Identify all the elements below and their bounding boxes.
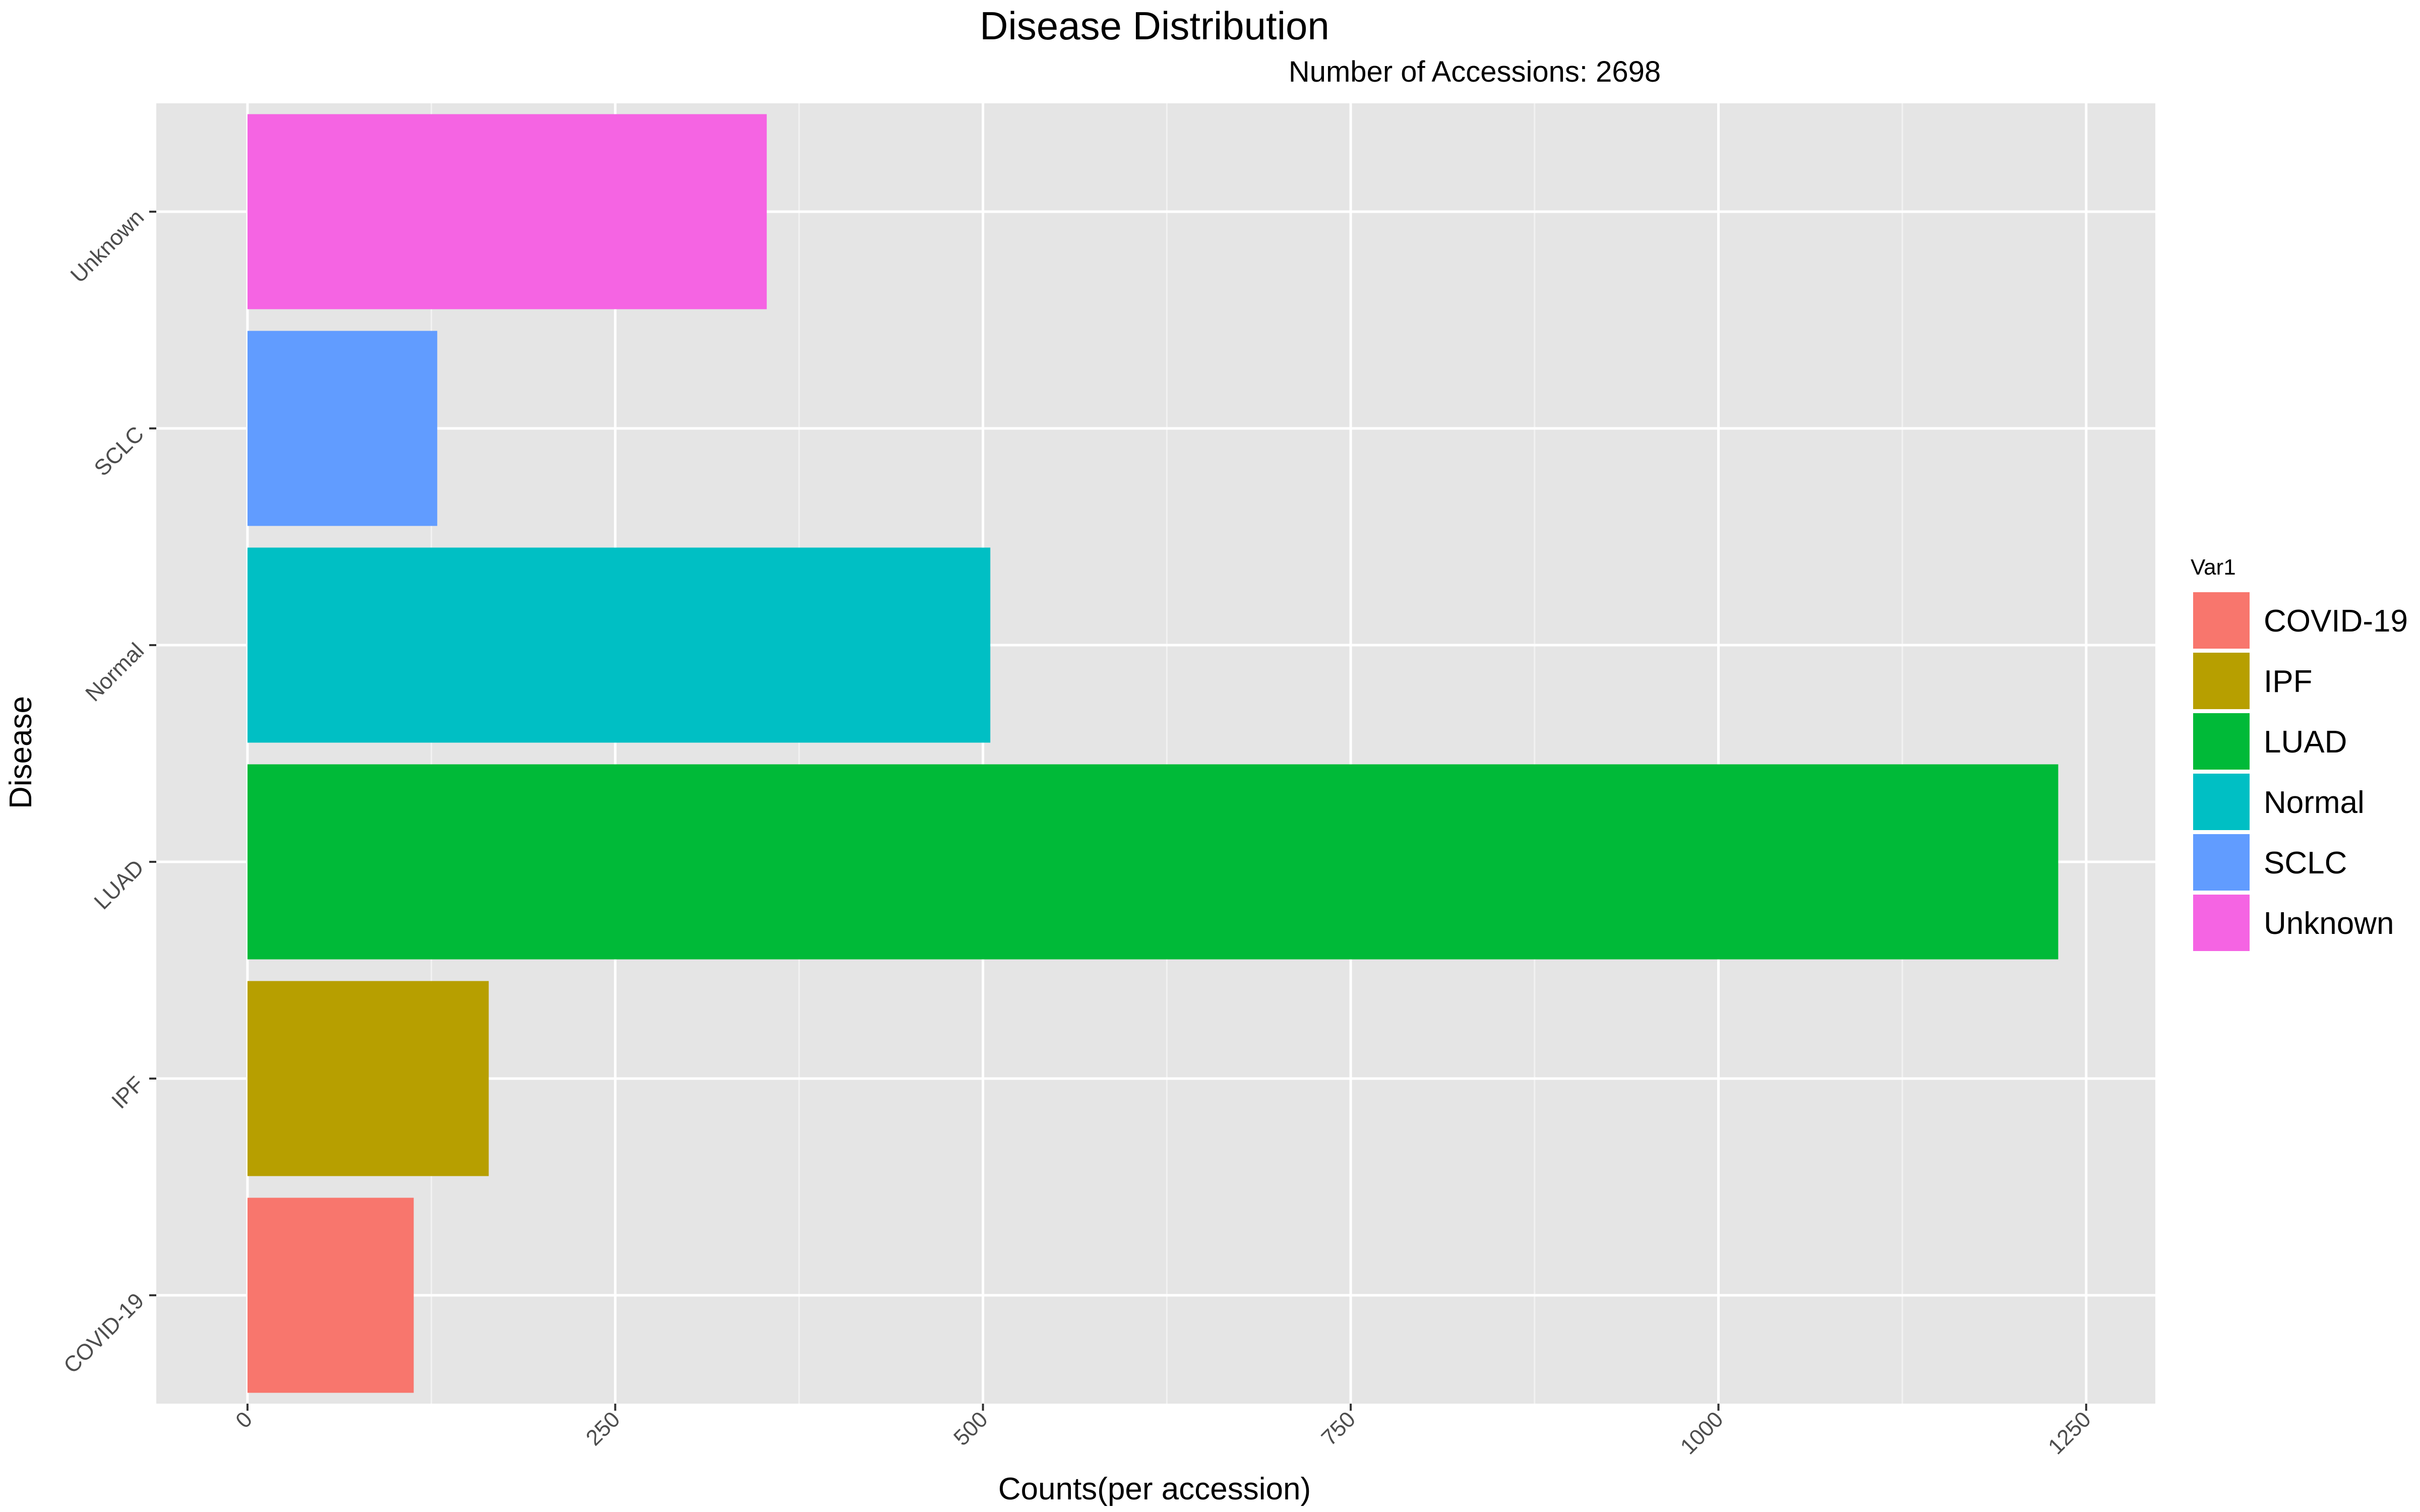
y-tick-label: LUAD [89, 855, 149, 914]
bar-luad [247, 764, 2059, 960]
y-axis: COVID-19 IPF LUAD Normal SCLC Unknown [59, 205, 156, 1378]
bar-ipf [247, 981, 489, 1176]
y-tick-label: COVID-19 [59, 1288, 149, 1378]
chart-title: Disease Distribution [980, 4, 1329, 48]
plot-panel [156, 103, 2155, 1404]
legend-label: LUAD [2264, 725, 2347, 760]
x-axis: 0 250 500 750 1000 1250 [231, 1404, 2096, 1459]
x-axis-title: Counts(per accession) [998, 1472, 1311, 1506]
bar-sclc [247, 331, 438, 526]
legend-key [2193, 653, 2250, 709]
legend-label: SCLC [2264, 846, 2347, 880]
legend-key [2193, 592, 2250, 649]
legend-label: COVID-19 [2264, 604, 2408, 639]
y-tick-label: SCLC [89, 421, 149, 481]
x-tick-label: 0 [231, 1407, 257, 1433]
y-tick-label: Unknown [66, 205, 149, 287]
x-tick-label: 500 [949, 1407, 993, 1451]
legend: Var1 COVID-19 IPF LUAD Normal SCLC Unknown [2191, 555, 2408, 951]
bar-normal [247, 547, 991, 743]
y-tick-label: IPF [107, 1072, 149, 1113]
legend-label: Normal [2264, 785, 2365, 820]
bar-unknown [247, 114, 767, 309]
bars [247, 114, 2059, 1393]
legend-key [2193, 713, 2250, 770]
legend-label: IPF [2264, 664, 2312, 699]
y-axis-title: Disease [4, 696, 38, 809]
x-tick-label: 750 [1317, 1407, 1361, 1451]
x-tick-label: 250 [581, 1407, 625, 1451]
x-tick-label: 1250 [2043, 1407, 2096, 1459]
x-tick-label: 1000 [1676, 1407, 1728, 1459]
bar-covid-19 [247, 1198, 414, 1393]
legend-title: Var1 [2191, 555, 2236, 580]
y-tick-label: Normal [81, 638, 149, 706]
legend-key [2193, 774, 2250, 830]
chart-subtitle: Number of Accessions: 2698 [1289, 55, 1661, 88]
legend-label: Unknown [2264, 906, 2394, 941]
legend-key [2193, 895, 2250, 951]
legend-key [2193, 834, 2250, 891]
